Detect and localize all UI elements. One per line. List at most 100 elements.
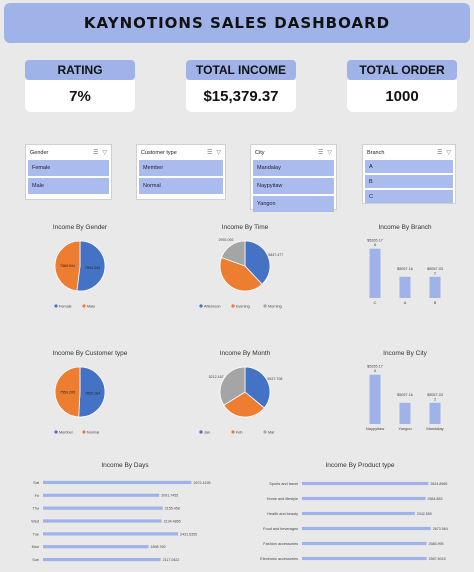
data-label: 2624.8965 xyxy=(430,482,447,486)
data-label: $5057.16 xyxy=(397,393,413,397)
tick-label: Sun xyxy=(32,558,39,562)
data-label: 1898.769 xyxy=(150,545,165,549)
data-label-cont: 6 xyxy=(374,243,376,247)
pie-slice-jan xyxy=(244,366,271,409)
kpi-value: 1000 xyxy=(347,80,457,112)
slicer-item-a[interactable]: A xyxy=(365,160,453,173)
clear-filter-icon[interactable]: ▽ xyxy=(327,150,332,156)
slicer-title: City xyxy=(255,149,265,156)
pie-slice-morning xyxy=(220,240,246,267)
data-label: 2155.458 xyxy=(165,507,180,511)
legend-label-afternoon: Afternoon xyxy=(204,304,220,308)
legend-marker xyxy=(263,304,267,308)
chart-title-gender: Income By Gender xyxy=(52,224,108,231)
multi-select-icon[interactable]: ☰ xyxy=(317,150,324,156)
data-label: $5265.17 xyxy=(367,239,383,243)
bar-b xyxy=(429,276,441,298)
slicer-item-female[interactable]: Female xyxy=(28,160,109,176)
chart-gender: 7994.344 7384.944 Female Male xyxy=(54,240,106,308)
bar-sat xyxy=(43,480,192,485)
legend-marker xyxy=(82,430,86,434)
legend-label-female: Female xyxy=(59,304,72,308)
bar-tue xyxy=(43,532,179,536)
chart-title-days: Income By Days xyxy=(101,462,149,469)
legend-label-male: Male xyxy=(87,304,95,308)
data-label: 5537.708 xyxy=(267,377,282,381)
data-label-cont: 6 xyxy=(374,369,376,373)
kpi-total-income-card: TOTAL INCOME $15,379.37 xyxy=(186,60,296,112)
multi-select-icon[interactable]: ☰ xyxy=(92,150,99,156)
bar-mandalay xyxy=(429,402,441,424)
chart-city: $5265.176 Naypyitaw $5057.16 Yangon $5057.03… xyxy=(366,365,444,431)
data-label: 2134.4865 xyxy=(164,519,181,523)
bar-a xyxy=(399,276,411,298)
clear-filter-icon[interactable]: ▽ xyxy=(216,150,221,156)
bar-fri xyxy=(43,493,160,497)
slicer-item-c[interactable]: C xyxy=(365,190,453,203)
slicer-item-mandalay[interactable]: Mandalay xyxy=(253,160,334,176)
bar-home-and-lifestyle xyxy=(302,496,426,501)
bar-thu xyxy=(43,506,163,510)
chart-title-city: Income By City xyxy=(383,350,427,357)
slicer-item-normal[interactable]: Normal xyxy=(139,178,223,194)
data-label: 7820.164 xyxy=(85,391,100,395)
pie-slice-normal xyxy=(54,366,81,418)
chart-title-time: Income By Time xyxy=(221,224,269,231)
data-label: 2431.5355 xyxy=(180,532,197,536)
slicer-item-yangon[interactable]: Yangon xyxy=(253,196,334,212)
chart-days: Sat 2672.4195 Fri 2091.7455 Thu 2155.458 Wed 21… xyxy=(31,480,210,562)
slicer-item-male[interactable]: Male xyxy=(28,178,109,194)
tick-label: Electronic accessories xyxy=(260,557,298,561)
data-label: 7559.205 xyxy=(60,391,75,395)
bar-fashion-accessories xyxy=(302,541,427,546)
slicer-gender: Gender ☰ ▽ Female Male xyxy=(25,144,112,200)
slicer-title: Customer type xyxy=(141,149,177,156)
tick-label: C xyxy=(374,300,377,305)
data-label: 7384.944 xyxy=(60,264,75,268)
tick-label: Naypyitaw xyxy=(366,426,385,431)
multi-select-icon[interactable]: ☰ xyxy=(206,150,213,156)
data-label: 2091.7455 xyxy=(161,494,178,498)
clear-filter-icon[interactable]: ▽ xyxy=(446,150,451,156)
slicer-item-member[interactable]: Member xyxy=(139,160,223,176)
data-label: 2585.995 xyxy=(429,542,444,546)
slicer-item-naypyitaw[interactable]: Naypyitaw xyxy=(253,178,334,194)
legend-marker xyxy=(231,304,235,308)
tick-label: Thu xyxy=(32,507,39,511)
legend-label-morning: Morning xyxy=(268,304,282,308)
tick-label: Sat xyxy=(33,481,40,485)
pie-slice-evening xyxy=(219,256,263,292)
legend-marker xyxy=(54,304,58,308)
data-label: 2992.092 xyxy=(219,238,234,242)
tick-label: B xyxy=(434,300,437,305)
data-label: 5847.477 xyxy=(268,253,283,257)
pie-slice-mar xyxy=(219,366,246,406)
data-label-cont: 2 xyxy=(434,397,436,401)
tick-label: Food and beverages xyxy=(263,527,298,531)
kpi-label: RATING xyxy=(25,60,135,80)
tick-label: Sports and travel xyxy=(269,482,298,486)
tick-label: Health and beauty xyxy=(267,512,298,516)
data-label: 2564.853 xyxy=(427,497,442,501)
slicer-title: Gender xyxy=(30,149,49,156)
bar-c xyxy=(369,248,381,298)
data-label: $5057.03 xyxy=(427,393,443,397)
bar-naypyitaw xyxy=(369,374,381,424)
pie-slice-member xyxy=(78,366,106,418)
kpi-value: 7% xyxy=(25,80,135,112)
data-label: 2117.0422 xyxy=(163,558,180,562)
slicer-item-b[interactable]: B xyxy=(365,175,453,188)
tick-label: Yangon xyxy=(398,426,412,431)
data-label: 2342.559 xyxy=(417,512,432,516)
kpi-rating-card: RATING 7% xyxy=(25,60,135,112)
clear-filter-icon[interactable]: ▽ xyxy=(102,150,107,156)
multi-select-icon[interactable]: ☰ xyxy=(436,150,443,156)
data-label: 2672.4195 xyxy=(193,481,210,485)
bar-mon xyxy=(43,545,149,549)
tick-label: Fri xyxy=(35,494,40,498)
legend-label-jan: Jan xyxy=(204,430,210,434)
slicer-title: Branch xyxy=(367,149,385,156)
chart-customer: 7820.164 7559.205 Member Normal xyxy=(54,366,106,434)
kpi-value: $15,379.37 xyxy=(186,80,296,112)
data-label: $5265.17 xyxy=(367,365,383,369)
